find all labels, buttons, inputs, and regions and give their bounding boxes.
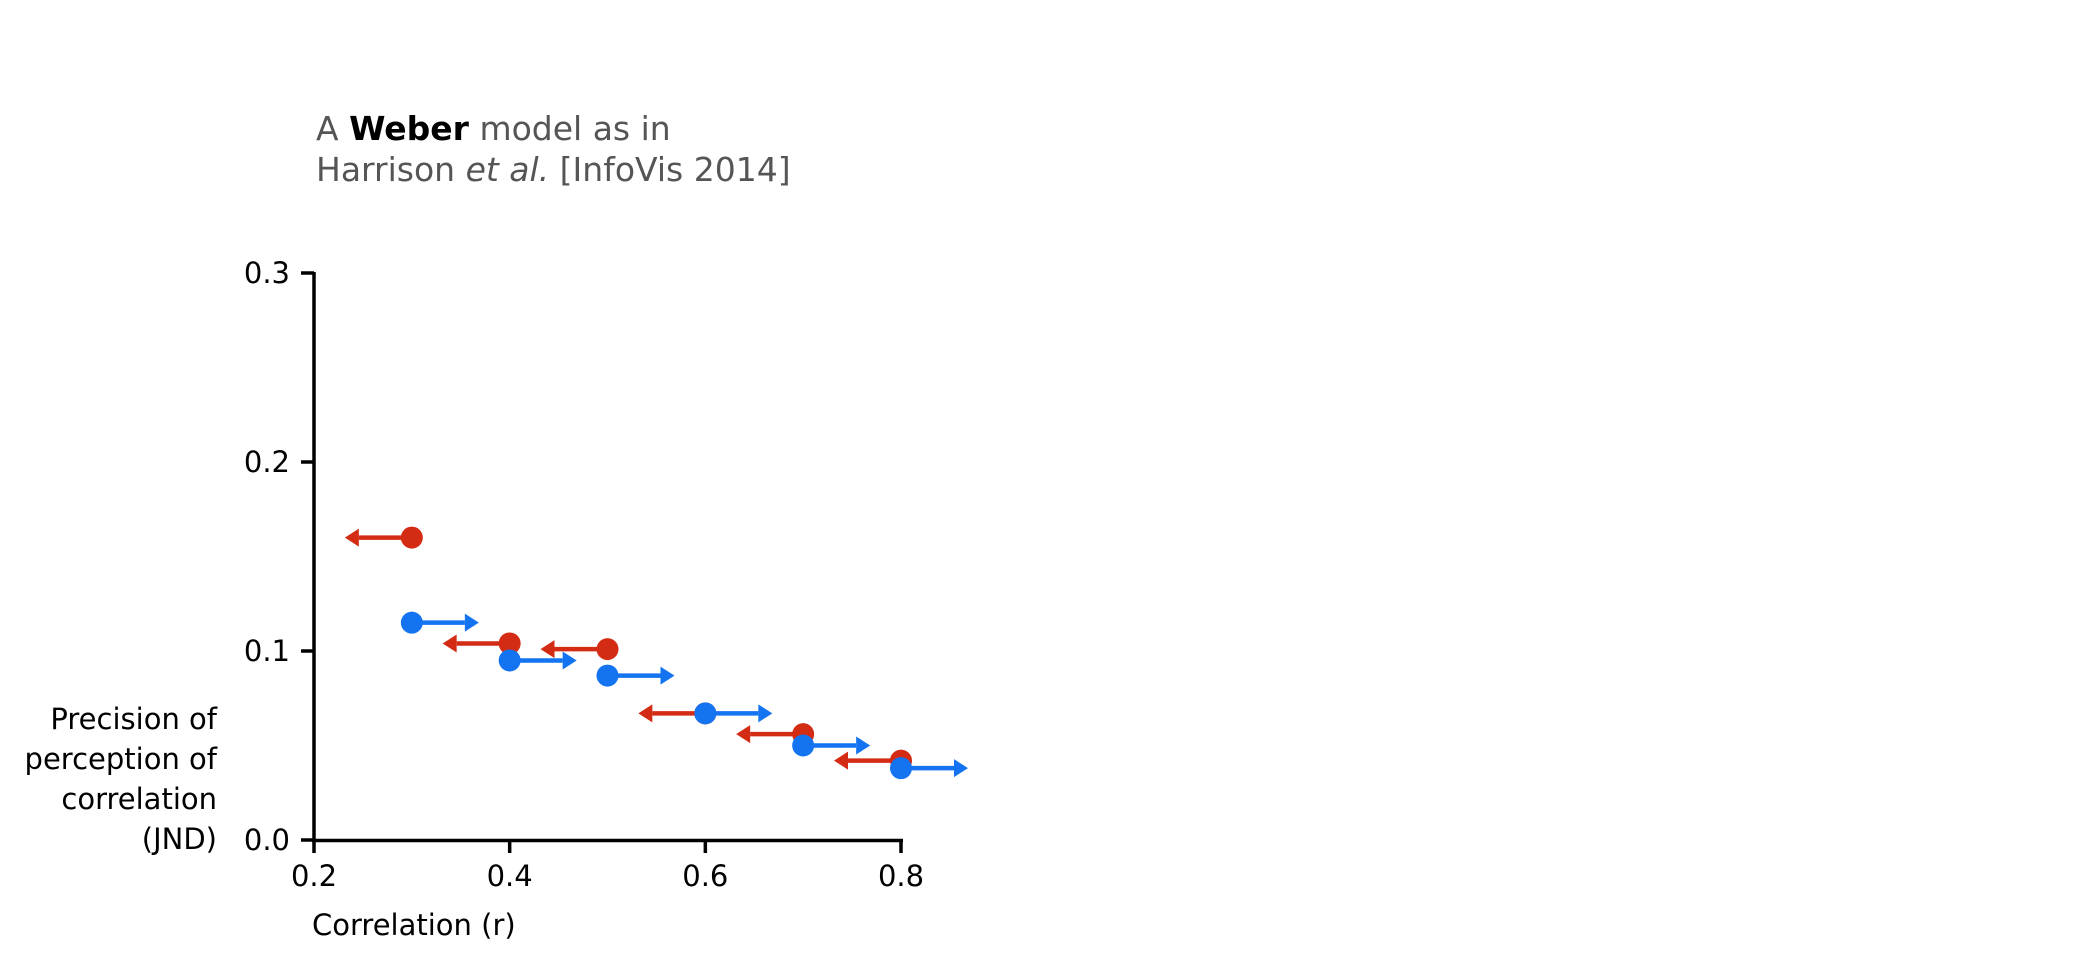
y-tick-label: 0.0 <box>244 823 290 857</box>
blue-point <box>694 702 717 725</box>
red-point <box>400 526 423 549</box>
x-tick-labels: 0.2 0.4 0.6 0.8 <box>291 859 924 893</box>
blue-arrowhead <box>856 736 871 755</box>
red-arrowhead <box>834 751 848 770</box>
blue-arrowhead <box>954 759 968 778</box>
x-ticks <box>312 840 903 853</box>
blue-point <box>890 757 912 780</box>
y-axis-label: Precision of perception of correlation (JND… <box>25 702 218 856</box>
data-marks <box>344 526 968 780</box>
x-axis-label: Correlation (r) <box>312 908 516 942</box>
red-arrowhead <box>638 704 653 723</box>
chart-title: A Weber model as in Harrison et al. [Inf… <box>316 109 791 189</box>
x-tick-label: 0.6 <box>682 859 728 893</box>
blue-arrowhead <box>464 613 479 632</box>
title-line-2: Harrison et al. [InfoVis 2014] <box>316 150 791 189</box>
blue-arrowhead <box>758 704 773 723</box>
x-tick-label: 0.8 <box>878 859 924 893</box>
title-line-1: A Weber model as in <box>316 109 671 148</box>
y-tick-label: 0.1 <box>244 634 290 668</box>
blue-point <box>792 734 815 757</box>
blue-arrowhead <box>660 666 675 685</box>
blue-point <box>400 611 423 634</box>
y-tick-labels: 0.0 0.1 0.2 0.3 <box>244 256 290 857</box>
blue-arrowhead <box>562 651 577 670</box>
red-arrowhead <box>540 640 555 659</box>
x-tick-label: 0.4 <box>487 859 533 893</box>
y-ticks <box>301 271 314 842</box>
y-axis-label-line: Precision of <box>50 702 217 736</box>
x-tick-label: 0.2 <box>291 859 337 893</box>
red-point <box>596 638 619 661</box>
red-point <box>498 632 521 655</box>
blue-point <box>498 649 521 672</box>
y-tick-label: 0.3 <box>244 256 290 290</box>
red-arrowhead <box>442 634 457 653</box>
y-axis-label-line: perception of <box>25 742 218 776</box>
red-arrowhead <box>344 528 359 547</box>
red-arrowhead <box>736 725 751 744</box>
blue-point <box>596 664 619 687</box>
y-axis-label-line: correlation <box>61 782 217 816</box>
y-axis-label-line: (JND) <box>142 822 217 856</box>
y-tick-label: 0.2 <box>244 445 290 479</box>
